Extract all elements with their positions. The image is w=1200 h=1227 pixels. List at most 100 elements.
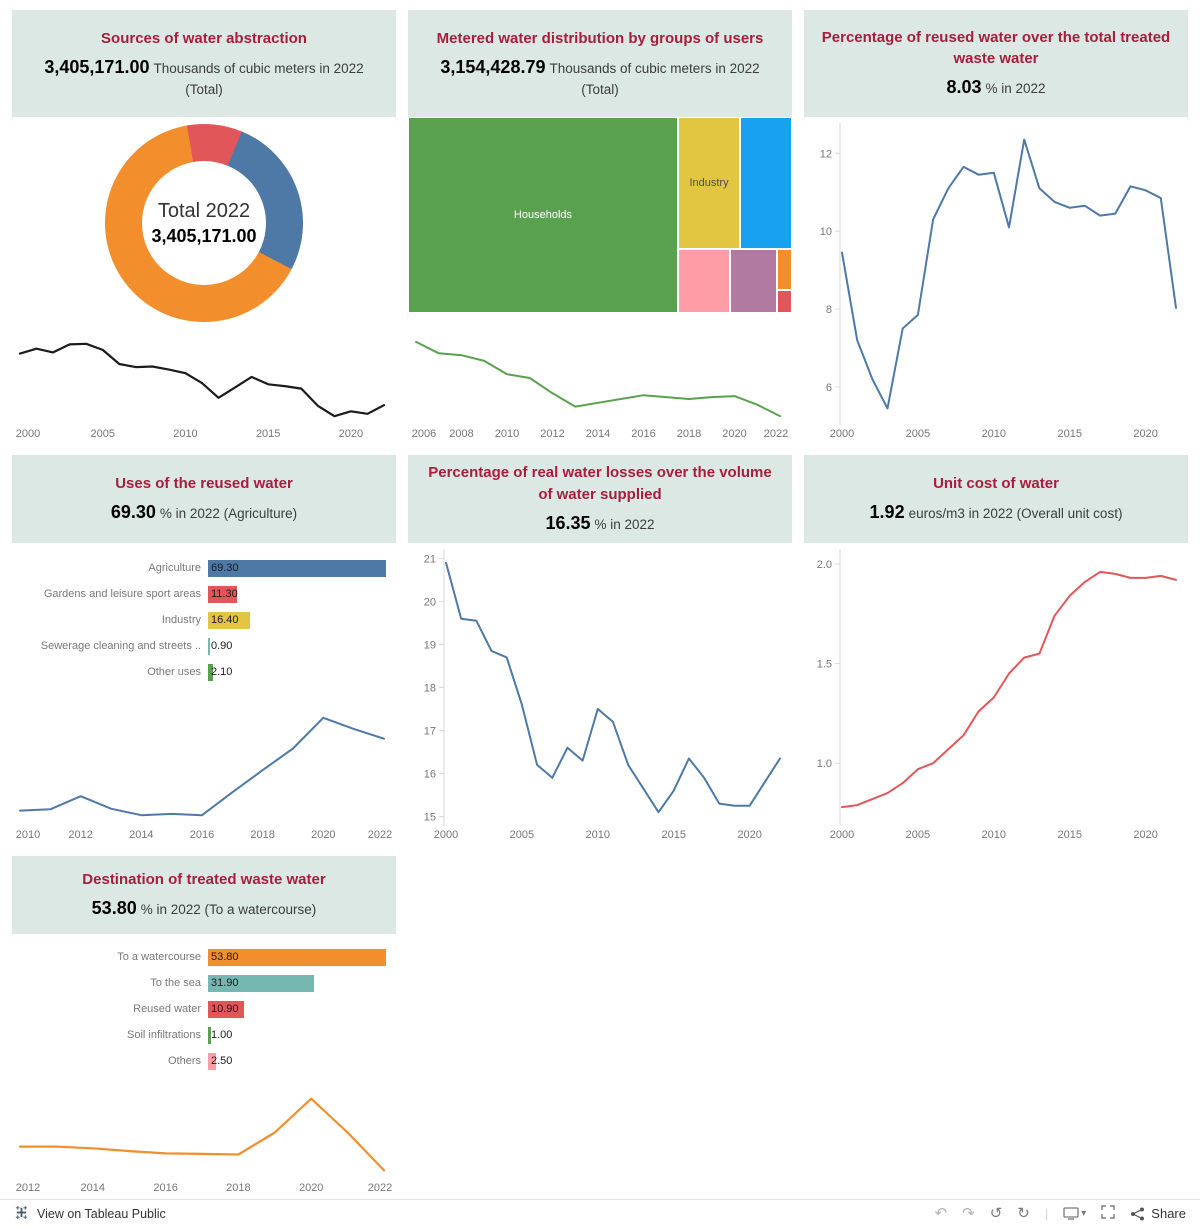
- bar-row: To a watercourse 53.80: [12, 948, 386, 966]
- bar-agriculture[interactable]: [208, 559, 386, 577]
- view-on-tableau-public-link[interactable]: View on Tableau Public: [37, 1206, 166, 1221]
- bar-value: 69.30: [211, 562, 239, 574]
- undo-icon[interactable]: ↶: [934, 1205, 948, 1222]
- svg-text:2018: 2018: [226, 1182, 250, 1194]
- reuse-uses-value: 69.30: [110, 501, 156, 522]
- bar-row: Agriculture 69.30: [12, 559, 386, 577]
- treemap-block-block-5[interactable]: [730, 249, 778, 313]
- share-button[interactable]: Share: [1130, 1206, 1186, 1221]
- svg-text:2022: 2022: [368, 829, 392, 841]
- donut-center-value: 3,405,171.00: [151, 225, 257, 246]
- panel-unit-cost: Unit cost of water 1.92 euros/m3 in 2022 …: [804, 455, 1188, 843]
- svg-text:2015: 2015: [256, 428, 280, 440]
- reused-pct-line-chart[interactable]: 6 8 10 12 2000 2005 2010 2015 2020: [804, 117, 1188, 442]
- bar-to-a-watercourse[interactable]: [208, 948, 386, 966]
- bar-reused-water[interactable]: [208, 1000, 245, 1018]
- panel-metered: Metered water distribution by groups of …: [408, 10, 792, 442]
- bar-track: 16.40: [208, 611, 386, 629]
- treemap-block-industry[interactable]: Industry: [677, 117, 741, 250]
- bar-track: 2.50: [208, 1052, 386, 1070]
- destination-unit: % in 2022 (To a watercourse): [140, 901, 317, 917]
- svg-text:2.0: 2.0: [817, 559, 832, 571]
- svg-text:2014: 2014: [586, 428, 610, 440]
- redo-icon[interactable]: ↷: [962, 1205, 975, 1222]
- tableau-logo-icon: [14, 1205, 29, 1223]
- bar-industry[interactable]: [208, 611, 251, 629]
- metered-trend-chart[interactable]: 2006 2008 2010 2012 2014 2016 2018 2020 2022: [408, 327, 792, 442]
- bar-value: 16.40: [211, 614, 239, 626]
- svg-text:2012: 2012: [540, 428, 564, 440]
- losses-title: Percentage of real water losses over the…: [428, 464, 772, 503]
- treemap-block-households[interactable]: Households: [408, 117, 678, 313]
- refresh-icon[interactable]: ↻: [1017, 1205, 1030, 1222]
- fullscreen-icon[interactable]: [1101, 1205, 1115, 1222]
- bar-sewerage-cleaning-and-streets-[interactable]: [208, 637, 211, 655]
- bar-track: 69.30: [208, 559, 386, 577]
- svg-text:2015: 2015: [1057, 428, 1081, 440]
- bar-label: Sewerage cleaning and streets ..: [40, 640, 201, 652]
- device-layout-icon[interactable]: ▾: [1063, 1207, 1086, 1220]
- destination-value: 53.80: [91, 897, 137, 918]
- svg-text:2000: 2000: [16, 428, 40, 440]
- sources-donut-chart[interactable]: Total 2022 3,405,171.00: [105, 124, 303, 322]
- bar-to-the-sea[interactable]: [208, 974, 314, 992]
- bar-value: 0.90: [211, 640, 233, 652]
- destination-trend-chart[interactable]: 2012 2014 2016 2018 2020 2022: [12, 1084, 396, 1196]
- reused-pct-header: Percentage of reused water over the tota…: [804, 10, 1188, 117]
- reuse-uses-bar-chart[interactable]: Agriculture 69.30 Gardens and leisure spor…: [12, 543, 396, 701]
- treemap-label: Households: [513, 209, 573, 221]
- bar-soil-infiltrations[interactable]: [208, 1026, 212, 1044]
- svg-text:20: 20: [424, 596, 436, 608]
- bar-track: 0.90: [208, 637, 386, 655]
- column-2: Metered water distribution by groups of …: [408, 10, 792, 1196]
- bar-track: 53.80: [208, 948, 386, 966]
- reuse-uses-trend-chart[interactable]: 2010 2012 2014 2016 2018 2020 2022: [12, 701, 396, 843]
- panel-reuse-uses: Uses of the reused water 69.30% in 2022 …: [12, 455, 396, 843]
- unit-cost-value: 1.92: [869, 501, 905, 522]
- destination-bar-chart[interactable]: To a watercourse 53.80 To the sea 31.90 Reus…: [12, 934, 396, 1084]
- footer-left: View on Tableau Public: [14, 1205, 166, 1223]
- svg-text:2010: 2010: [495, 428, 519, 440]
- bar-others[interactable]: [208, 1052, 217, 1070]
- losses-line-chart[interactable]: 15 16 17 18 19 20 21 2000 2005 2010 2015 2020: [408, 543, 792, 843]
- bar-label: Gardens and leisure sport areas: [43, 588, 201, 600]
- reuse-uses-headline: 69.30% in 2022 (Agriculture): [28, 499, 380, 525]
- svg-text:2012: 2012: [16, 1182, 40, 1194]
- bar-gardens-and-leisure-sport-areas[interactable]: [208, 585, 238, 603]
- unit-cost-line-chart[interactable]: 1.0 1.5 2.0 2000 2005 2010 2015 2020: [804, 543, 1188, 843]
- bar-value: 53.80: [211, 951, 239, 963]
- bar-label: Other uses: [147, 666, 201, 678]
- reuse-uses-title: Uses of the reused water: [115, 475, 293, 493]
- svg-text:2010: 2010: [586, 829, 610, 841]
- svg-text:2020: 2020: [339, 428, 363, 440]
- svg-text:2016: 2016: [190, 829, 214, 841]
- sources-donut-area: Total 2022 3,405,171.00: [12, 117, 396, 329]
- sources-value: 3,405,171.00: [44, 56, 150, 77]
- reset-icon[interactable]: ↺: [989, 1205, 1003, 1222]
- treemap-block-block-4[interactable]: [677, 249, 731, 313]
- losses-headline: 16.35% in 2022: [424, 510, 776, 536]
- bar-other-uses[interactable]: [208, 663, 214, 681]
- svg-text:2006: 2006: [412, 428, 436, 440]
- svg-text:2018: 2018: [250, 829, 274, 841]
- bar-label: Reused water: [133, 1003, 201, 1015]
- bar-value: 11.30: [211, 588, 238, 600]
- bar-row: Soil infiltrations 1.00: [12, 1026, 386, 1044]
- svg-text:2010: 2010: [982, 829, 1006, 841]
- sources-trend-chart[interactable]: 2000 2005 2010 2015 2020: [12, 329, 396, 442]
- reused-pct-headline: 8.03% in 2022: [820, 74, 1172, 100]
- bar-row: Industry 16.40: [12, 611, 386, 629]
- treemap-block-block-6[interactable]: [777, 249, 792, 291]
- metered-treemap-chart[interactable]: Households Industry: [408, 117, 792, 313]
- treemap-block-block-3[interactable]: [740, 117, 792, 250]
- svg-text:1.5: 1.5: [817, 659, 832, 671]
- destination-header: Destination of treated waste water 53.80…: [12, 856, 396, 934]
- svg-text:2015: 2015: [1057, 829, 1081, 841]
- bar-label: Soil infiltrations: [127, 1029, 201, 1041]
- bar-label: To the sea: [150, 977, 201, 989]
- treemap-block-block-7[interactable]: [777, 290, 792, 313]
- reused-pct-value: 8.03: [946, 77, 982, 98]
- svg-text:2016: 2016: [153, 1182, 177, 1194]
- svg-text:18: 18: [424, 683, 436, 695]
